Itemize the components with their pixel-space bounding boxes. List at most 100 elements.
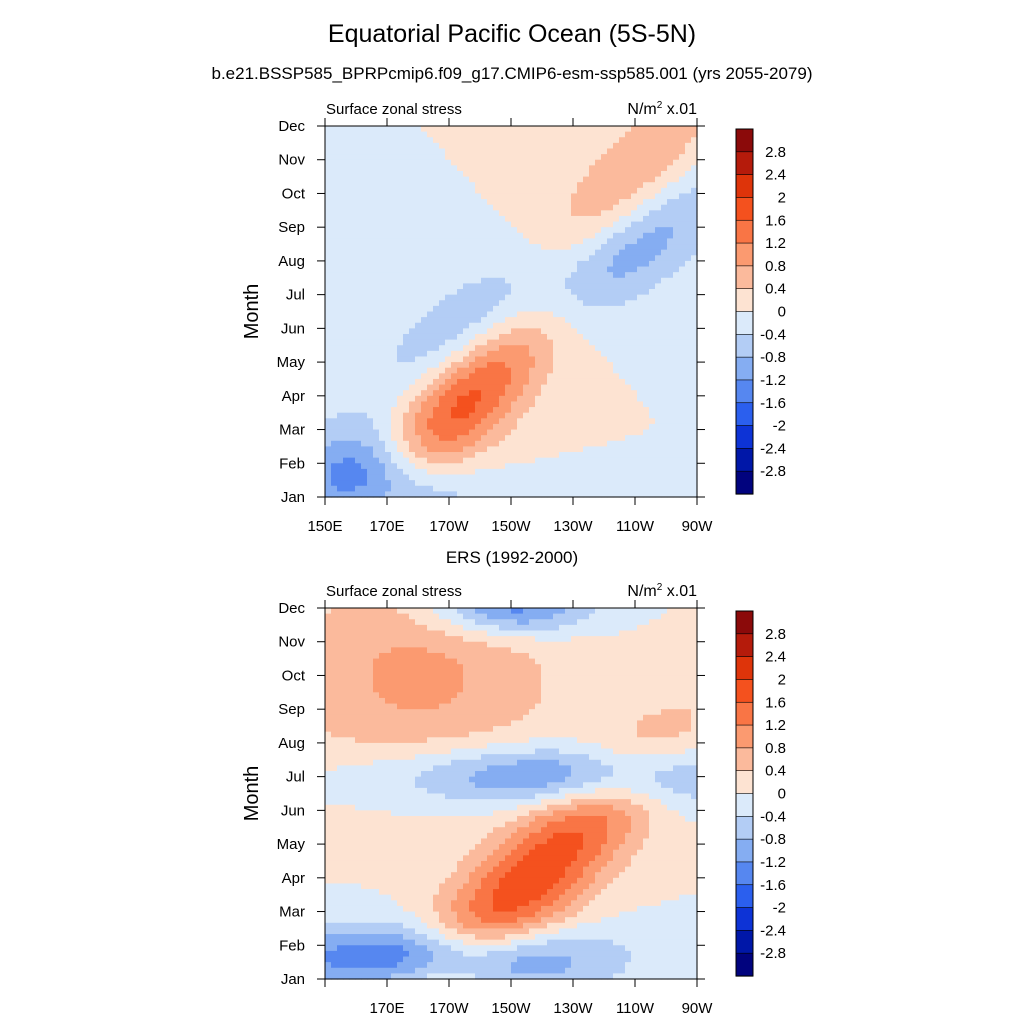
field-cell [385, 193, 392, 200]
field-cell [325, 435, 332, 442]
field-cell [355, 418, 362, 425]
field-cell [559, 154, 566, 161]
field-cell [667, 289, 674, 296]
field-cell [541, 345, 548, 352]
field-cell [601, 339, 608, 346]
field-cell [349, 294, 356, 301]
field-cell [439, 305, 446, 313]
field-cell [367, 664, 374, 671]
field-cell [361, 709, 368, 716]
field-cell [523, 474, 530, 481]
field-cell [511, 480, 518, 487]
field-cell [667, 474, 674, 481]
field-cell [325, 272, 332, 279]
field-cell [427, 339, 434, 346]
field-cell [325, 480, 332, 487]
field-cell [343, 872, 350, 879]
field-cell [337, 176, 344, 183]
field-cell [667, 244, 674, 251]
field-cell [403, 289, 410, 296]
field-cell [355, 142, 362, 150]
field-cell [553, 137, 560, 144]
field-cell [607, 300, 614, 307]
field-cell [535, 277, 542, 284]
field-cell [385, 244, 392, 251]
field-cell [583, 244, 590, 251]
field-cell [349, 305, 356, 313]
field-cell [559, 255, 566, 262]
field-cell [469, 322, 476, 329]
field-cell [379, 962, 386, 969]
field-cell [373, 967, 380, 974]
field-cell [355, 294, 362, 301]
field-cell [367, 204, 374, 211]
field-cell [325, 703, 332, 710]
field-cell [523, 266, 530, 273]
field-cell [667, 283, 674, 290]
field-cell [397, 322, 404, 329]
field-cell [625, 457, 632, 464]
field-cell [433, 339, 440, 346]
field-cell [337, 720, 344, 727]
field-cell [649, 480, 656, 487]
field-cell [385, 457, 392, 464]
field-cell [691, 176, 698, 183]
field-cell [505, 204, 512, 211]
field-cell [373, 911, 380, 918]
field-cell [367, 305, 374, 313]
field-cell [655, 395, 662, 403]
field-cell [391, 787, 398, 795]
field-cell [541, 328, 548, 335]
field-cell [397, 137, 404, 144]
field-cell [595, 373, 602, 380]
field-cell [325, 345, 332, 352]
field-cell [559, 159, 566, 166]
field-cell [361, 664, 368, 671]
field-cell [379, 849, 386, 856]
field-cell [379, 407, 386, 414]
field-cell [373, 697, 380, 705]
field-cell [541, 266, 548, 273]
field-cell [361, 973, 368, 980]
field-cell [355, 630, 362, 637]
field-cell [331, 407, 338, 414]
field-cell [499, 159, 506, 166]
field-cell [337, 905, 344, 913]
field-cell [463, 446, 470, 453]
field-cell [331, 894, 338, 901]
field-cell [379, 199, 386, 206]
field-cell [529, 193, 536, 200]
field-cell [649, 227, 656, 234]
field-cell [691, 373, 698, 380]
field-cell [505, 176, 512, 183]
field-cell [487, 255, 494, 262]
field-cell [589, 423, 596, 431]
field-cell [475, 412, 482, 419]
field-cell [481, 446, 488, 453]
field-cell [571, 176, 578, 183]
field-cell [595, 305, 602, 313]
field-cell [547, 137, 554, 144]
field-cell [373, 726, 380, 733]
field-cell [343, 378, 350, 386]
field-cell [505, 429, 512, 436]
field-cell [361, 491, 368, 498]
field-cell [355, 855, 362, 862]
field-cell [451, 429, 458, 436]
field-cell [601, 474, 608, 481]
field-cell [349, 922, 356, 930]
field-cell [409, 446, 416, 453]
field-cell [559, 300, 566, 307]
field-cell [355, 249, 362, 256]
field-cell [355, 232, 362, 240]
field-cell [349, 390, 356, 397]
field-cell [349, 395, 356, 403]
field-cell [679, 418, 686, 425]
field-cell [337, 669, 344, 677]
field-cell [409, 182, 416, 189]
field-cell [337, 973, 344, 980]
field-cell [397, 317, 404, 324]
field-cell [469, 137, 476, 144]
field-cell [397, 210, 404, 217]
field-cell [355, 238, 362, 245]
